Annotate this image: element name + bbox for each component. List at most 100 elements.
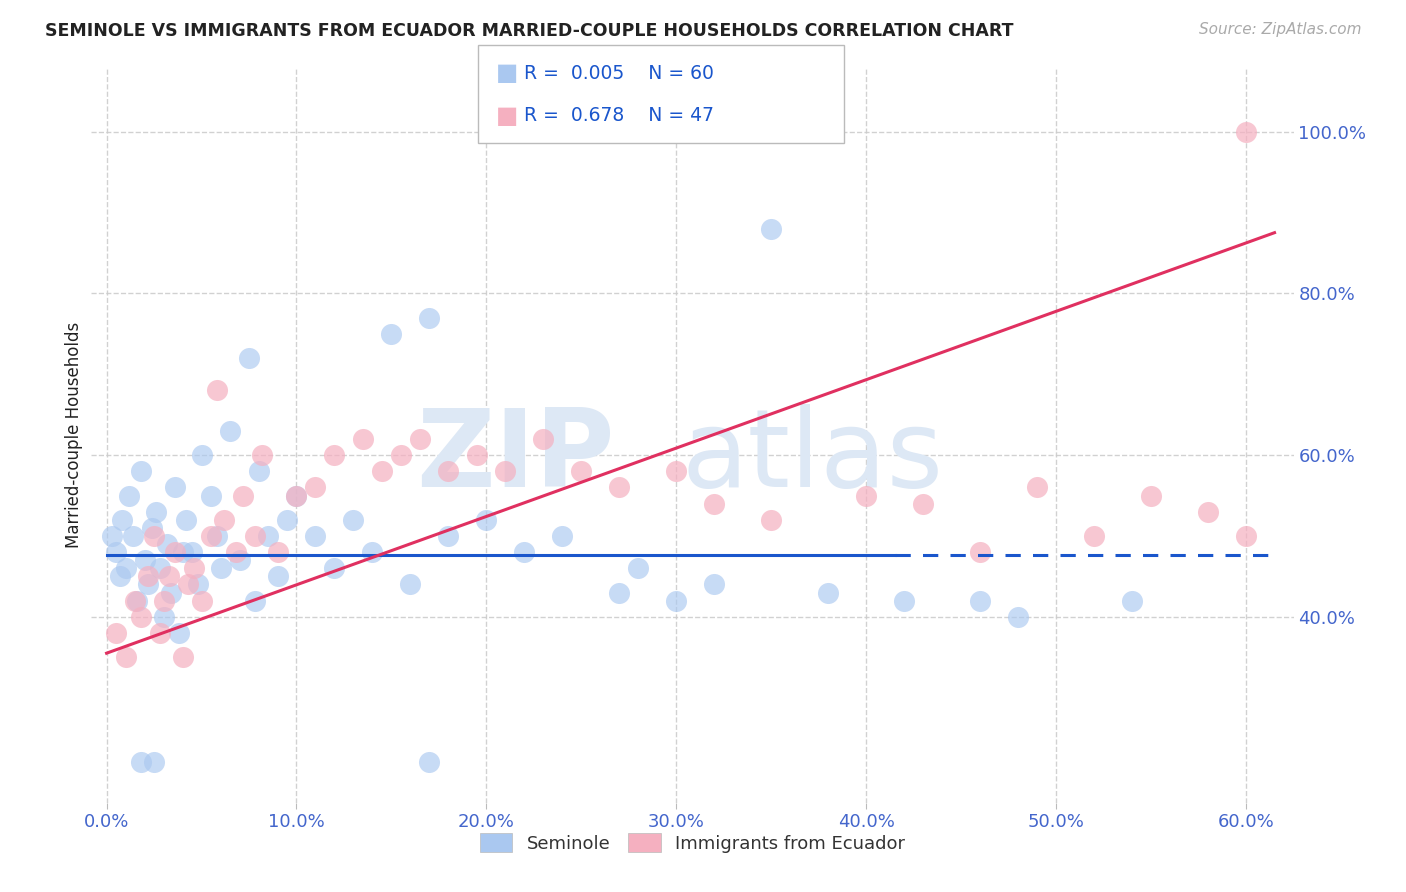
Point	[157, 569, 180, 583]
Point	[167, 626, 190, 640]
Point	[181, 545, 204, 559]
Point	[893, 593, 915, 607]
Point	[105, 545, 128, 559]
Point	[1234, 125, 1257, 139]
Point	[160, 585, 183, 599]
Point	[969, 593, 991, 607]
Point	[389, 448, 412, 462]
Point	[138, 569, 160, 583]
Point	[105, 626, 128, 640]
Point	[152, 609, 174, 624]
Text: ■: ■	[496, 104, 519, 128]
Point	[143, 756, 166, 770]
Point	[607, 585, 630, 599]
Point	[176, 513, 198, 527]
Point	[304, 529, 326, 543]
Point	[276, 513, 298, 527]
Point	[205, 529, 228, 543]
Point	[134, 553, 156, 567]
Text: Source: ZipAtlas.com: Source: ZipAtlas.com	[1198, 22, 1361, 37]
Point	[761, 513, 783, 527]
Point	[1234, 529, 1257, 543]
Point	[361, 545, 384, 559]
Point	[145, 505, 167, 519]
Point	[912, 497, 935, 511]
Point	[399, 577, 422, 591]
Point	[187, 577, 209, 591]
Point	[101, 529, 124, 543]
Point	[190, 593, 212, 607]
Point	[1026, 480, 1049, 494]
Point	[124, 593, 146, 607]
Point	[232, 488, 254, 502]
Point	[665, 593, 688, 607]
Point	[141, 521, 163, 535]
Point	[108, 569, 131, 583]
Point	[252, 448, 274, 462]
Point	[1007, 609, 1029, 624]
Point	[177, 577, 200, 591]
Point	[380, 326, 402, 341]
Point	[114, 650, 136, 665]
Point	[114, 561, 136, 575]
Point	[285, 488, 308, 502]
Point	[323, 448, 346, 462]
Point	[172, 650, 194, 665]
Point	[149, 626, 172, 640]
Point	[238, 351, 260, 365]
Point	[243, 529, 266, 543]
Point	[163, 545, 186, 559]
Point	[352, 432, 374, 446]
Point	[243, 593, 266, 607]
Point	[285, 488, 308, 502]
Point	[118, 488, 141, 502]
Point	[855, 488, 877, 502]
Point	[531, 432, 554, 446]
Point	[172, 545, 194, 559]
Point	[214, 513, 236, 527]
Point	[323, 561, 346, 575]
Point	[1197, 505, 1219, 519]
Point	[665, 464, 688, 478]
Point	[437, 464, 460, 478]
Point	[152, 593, 174, 607]
Point	[437, 529, 460, 543]
Point	[149, 561, 172, 575]
Point	[703, 497, 725, 511]
Point	[551, 529, 574, 543]
Point	[247, 464, 270, 478]
Point	[342, 513, 364, 527]
Point	[209, 561, 232, 575]
Point	[817, 585, 839, 599]
Point	[200, 529, 222, 543]
Point	[125, 593, 148, 607]
Point	[138, 577, 160, 591]
Point	[266, 545, 288, 559]
Point	[465, 448, 488, 462]
Point	[228, 553, 250, 567]
Point	[304, 480, 326, 494]
Point	[200, 488, 222, 502]
Point	[190, 448, 212, 462]
Point	[418, 756, 440, 770]
Point	[569, 464, 592, 478]
Point	[129, 464, 152, 478]
Point	[129, 609, 152, 624]
Point	[219, 424, 242, 438]
Point	[761, 221, 783, 235]
Point	[703, 577, 725, 591]
Legend: Seminole, Immigrants from Ecuador: Seminole, Immigrants from Ecuador	[472, 826, 912, 860]
Point	[418, 310, 440, 325]
Text: ■: ■	[496, 62, 519, 85]
Point	[266, 569, 288, 583]
Point	[1140, 488, 1163, 502]
Point	[257, 529, 280, 543]
Point	[371, 464, 394, 478]
Text: SEMINOLE VS IMMIGRANTS FROM ECUADOR MARRIED-COUPLE HOUSEHOLDS CORRELATION CHART: SEMINOLE VS IMMIGRANTS FROM ECUADOR MARR…	[45, 22, 1014, 40]
Text: ZIP: ZIP	[416, 404, 614, 510]
Point	[111, 513, 134, 527]
Point	[205, 384, 228, 398]
Point	[143, 529, 166, 543]
Y-axis label: Married-couple Households: Married-couple Households	[65, 322, 83, 548]
Point	[1083, 529, 1105, 543]
